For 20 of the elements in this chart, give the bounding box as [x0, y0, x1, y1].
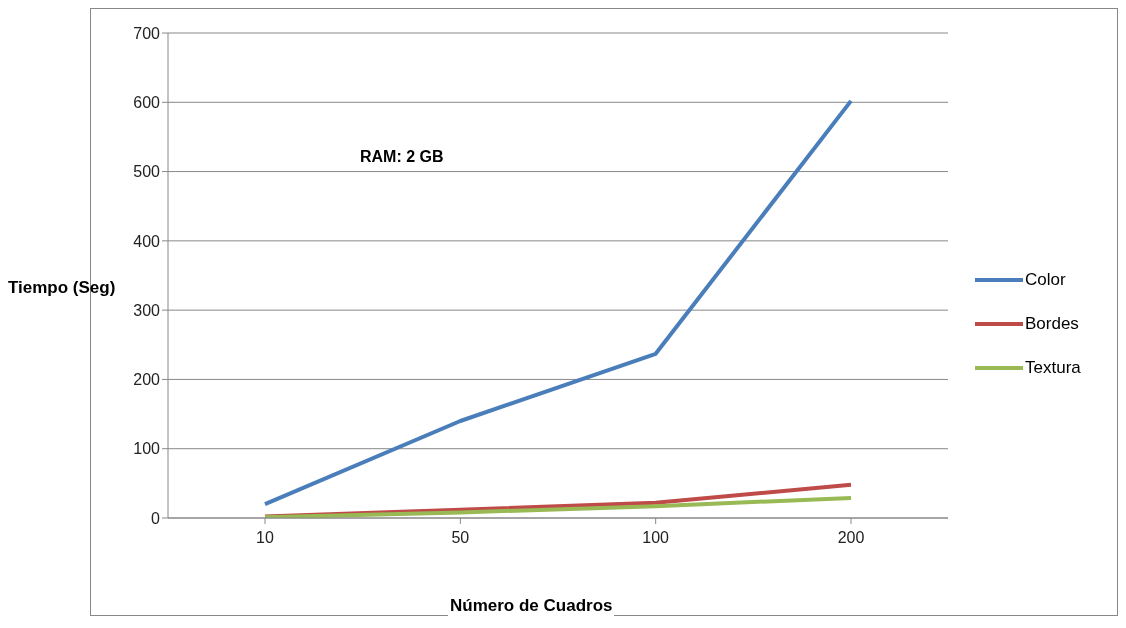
- legend-label: Bordes: [1025, 314, 1079, 334]
- line-series: [263, 495, 853, 518]
- x-axis-title: Número de Cuadros: [448, 596, 615, 616]
- x-tick-label: 50: [451, 529, 470, 547]
- legend-label: Color: [1025, 270, 1066, 290]
- y-tick-label: 200: [133, 371, 161, 389]
- y-axis-title: Tiempo (Seg): [8, 278, 116, 298]
- y-tick-label: 600: [133, 93, 161, 111]
- y-tick-label: 500: [133, 163, 161, 181]
- y-tick-label: 300: [133, 301, 161, 319]
- y-tick-label: 100: [133, 440, 161, 458]
- y-tick-label: 0: [151, 509, 161, 527]
- x-tick-label: 200: [837, 529, 865, 547]
- annotation: RAM: 2 GB: [360, 148, 444, 166]
- x-tick-label: 100: [642, 529, 670, 547]
- line-series: [263, 98, 853, 507]
- y-tick-label: 400: [133, 232, 161, 250]
- x-tick-label: 10: [256, 529, 274, 547]
- legend-label: Textura: [1025, 358, 1081, 378]
- y-tick-label: 700: [133, 24, 161, 42]
